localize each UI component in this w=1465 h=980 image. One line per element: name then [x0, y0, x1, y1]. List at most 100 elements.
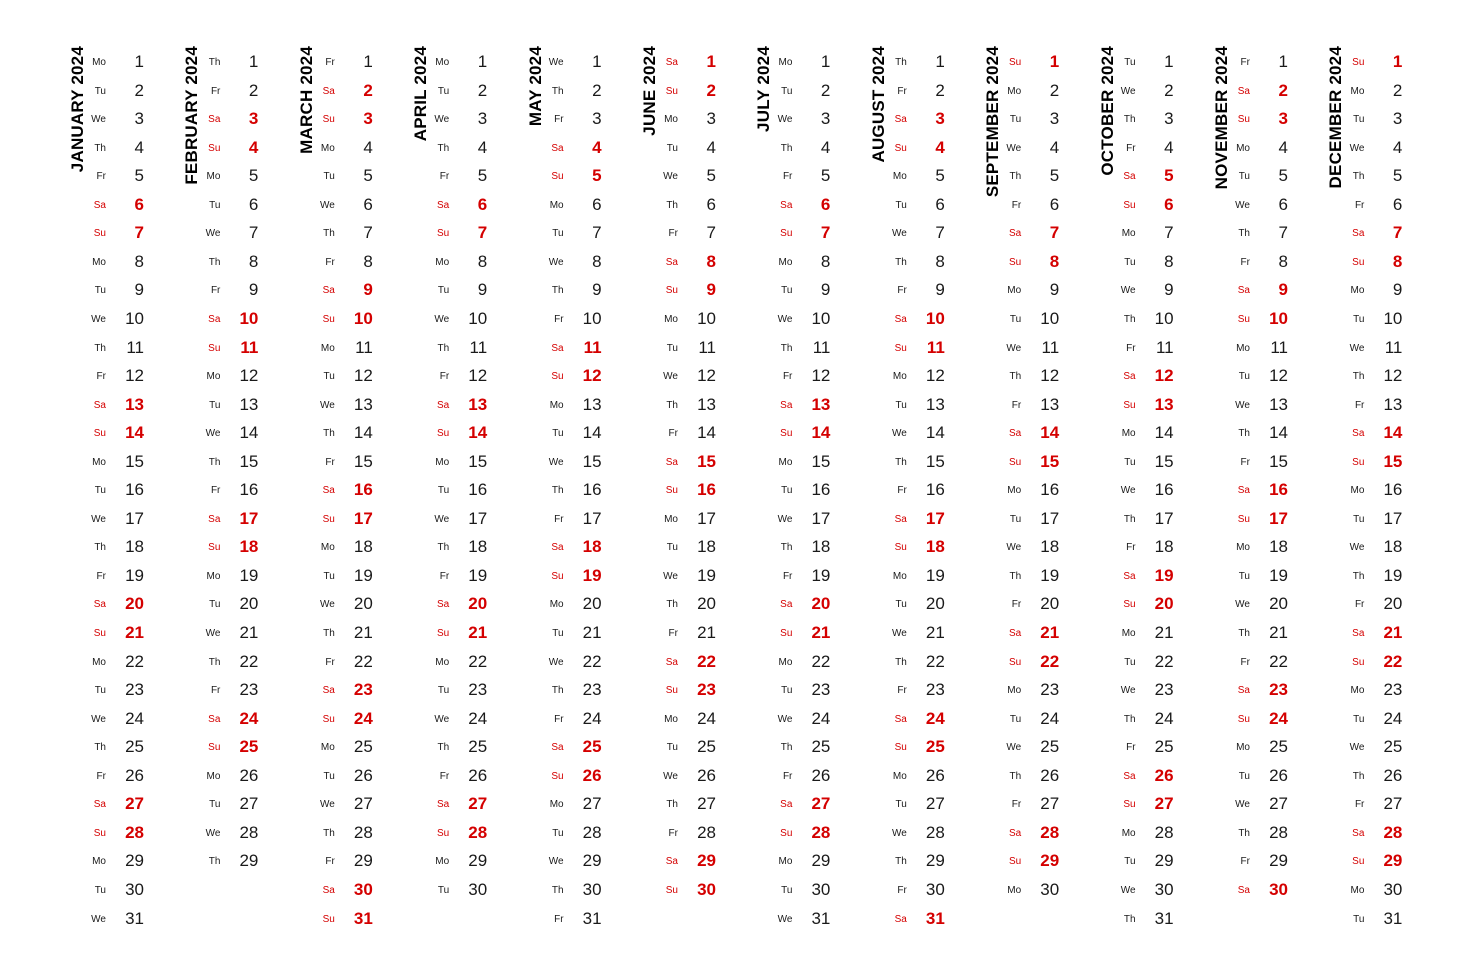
weekday-label: Su [436, 628, 450, 639]
day-number: 3 [1049, 109, 1060, 129]
day-row: Fr 22 [1218, 650, 1288, 678]
day-number: 3 [477, 109, 488, 129]
day-number: 1 [820, 52, 831, 71]
weekday-label: We [91, 513, 106, 525]
day-row: Sa 22 [646, 650, 716, 678]
day-row: Tu 22 [1104, 650, 1173, 678]
day-row: Th 16 [532, 478, 602, 506]
day-row: We 20 [303, 592, 373, 620]
weekday-label: We [663, 770, 678, 782]
day-row: We 10 [74, 307, 144, 335]
day-number: 23 [697, 680, 716, 700]
day-row: We 19 [646, 564, 716, 592]
day-number: 4 [935, 137, 945, 157]
day-row: Sa 4 [532, 136, 601, 164]
weekday-label: Th [1123, 513, 1136, 525]
weekday-label: Su [780, 827, 793, 839]
weekday-label: Su [551, 770, 564, 782]
weekday-label: Fr [782, 570, 793, 582]
day-number: 15 [1383, 451, 1403, 471]
day-number: 8 [820, 251, 831, 271]
day-row: Su 11 [875, 336, 945, 364]
day-number: 6 [1164, 194, 1174, 214]
day-row: Mo 25 [1218, 735, 1288, 763]
day-number: 27 [1383, 794, 1403, 814]
day-number: 7 [1164, 223, 1174, 243]
day-number: 8 [1392, 251, 1403, 271]
weekday-label: Fr [210, 85, 221, 97]
day-row: Th 15 [875, 450, 945, 478]
day-number: 28 [1154, 822, 1174, 842]
day-row: Sa 23 [1218, 678, 1288, 706]
weekday-label: Tu [666, 342, 678, 354]
day-row: Sa 25 [532, 735, 601, 763]
day-number: 12 [582, 366, 602, 386]
day-row: Th 11 [760, 336, 831, 364]
weekday-label: Mo [435, 456, 450, 468]
weekday-label: Sa [1123, 371, 1136, 383]
day-row: Th 25 [760, 735, 831, 763]
day-number: 22 [468, 651, 488, 671]
day-row: Mo 24 [646, 707, 716, 735]
weekday-label: Fr [1354, 599, 1365, 611]
weekday-label: Tu [437, 884, 450, 896]
day-number: 11 [812, 337, 831, 357]
day-number: 15 [582, 451, 602, 471]
weekday-label: Su [1008, 456, 1022, 468]
weekday-label: Fr [210, 485, 221, 497]
weekday-label: We [548, 57, 564, 68]
weekday-label: Sa [665, 456, 678, 468]
day-number: 14 [239, 423, 259, 443]
weekday-label: Sa [551, 142, 564, 154]
day-row: Fr 3 [532, 107, 601, 135]
day-number: 29 [353, 851, 373, 871]
day-row: Mo 4 [303, 136, 373, 164]
day-number: 7 [706, 223, 716, 243]
weekday-label: Th [1009, 171, 1022, 183]
day-number: 12 [697, 366, 716, 386]
day-row: Sa 24 [875, 707, 945, 735]
day-row: Sa 19 [1104, 564, 1173, 592]
day-number: 8 [477, 251, 488, 271]
day-row: We 6 [303, 193, 373, 221]
day-number: 10 [1383, 308, 1403, 328]
day-number: 17 [925, 508, 945, 528]
weekday-label: Sa [1352, 228, 1365, 240]
day-row: Su 17 [303, 507, 373, 535]
day-number: 18 [582, 537, 602, 557]
weekday-label: We [548, 456, 564, 468]
day-number: 2 [1164, 80, 1174, 100]
day-row: Su 4 [188, 136, 258, 164]
day-number: 16 [468, 480, 488, 500]
day-number: 11 [698, 337, 716, 357]
weekday-label: Th [666, 799, 678, 811]
weekday-label: Tu [666, 142, 678, 154]
day-number: 9 [363, 280, 373, 300]
day-number: 16 [125, 480, 144, 500]
day-row: Tu 7 [532, 221, 601, 249]
weekday-label: Mo [778, 256, 793, 268]
weekday-label: Tu [1238, 570, 1250, 582]
day-row: Fr 15 [303, 450, 372, 478]
day-row: Mo 14 [1104, 421, 1174, 449]
weekday-label: Fr [554, 313, 564, 325]
day-row: Sa 13 [74, 393, 144, 421]
weekday-label: Sa [665, 256, 678, 268]
day-number: 1 [477, 52, 488, 71]
weekday-label: Th [94, 342, 106, 354]
day-number: 14 [353, 423, 373, 443]
weekday-label: Tu [209, 199, 221, 211]
day-row: Fr 21 [646, 621, 716, 649]
weekday-label: Fr [96, 171, 106, 183]
day-row: Fr 14 [646, 421, 716, 449]
day-number: 29 [697, 851, 716, 871]
weekday-label: Mo [1236, 742, 1250, 754]
day-row: We 3 [417, 107, 487, 135]
weekday-label: Fr [554, 114, 564, 126]
day-number: 23 [1269, 680, 1288, 700]
day-row: Su 5 [532, 164, 601, 192]
day-number: 17 [239, 508, 259, 528]
day-row: Th 30 [532, 878, 602, 906]
weekday-label: Mo [1121, 228, 1136, 240]
day-row: Th 12 [989, 364, 1060, 392]
